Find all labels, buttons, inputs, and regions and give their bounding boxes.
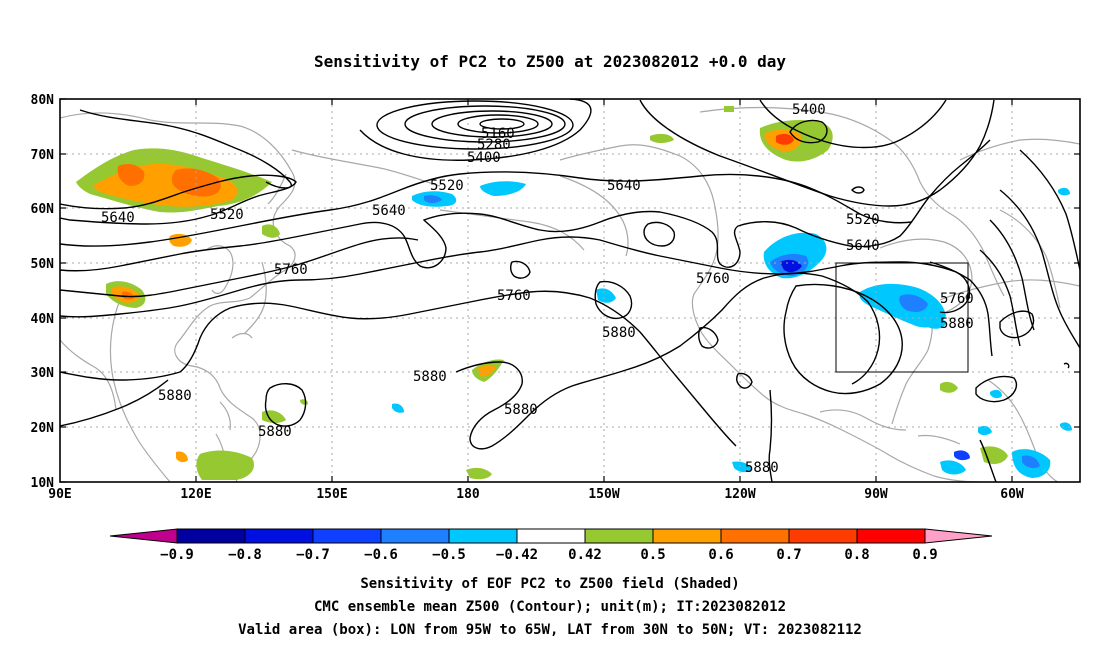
colorbar-label: 0.5 <box>640 547 665 563</box>
lon-tick-label: 120E <box>180 487 211 502</box>
caption-line-1: Sensitivity of EOF PC2 to Z500 field (Sh… <box>360 576 739 592</box>
lon-tick-label: 120W <box>724 487 755 502</box>
colorbar: −0.9 −0.8 −0.7 −0.6 −0.5 −0.42 0.42 0.5 0.6 0.7 0.… <box>109 528 993 563</box>
valid-area-box <box>835 262 969 373</box>
contour-label: 5880 <box>158 388 192 404</box>
lon-tick-label: 90W <box>864 487 888 502</box>
axis-ticks <box>60 98 1080 483</box>
contour-label: 5520 <box>210 207 244 223</box>
contour-label: 5400 <box>467 150 501 166</box>
colorbar-label: −0.7 <box>296 547 330 563</box>
contour-label: 5400 <box>792 102 826 118</box>
negative-sensitivity-shading <box>392 181 1072 478</box>
contour-label: 5520 <box>846 212 880 228</box>
graticule <box>60 99 1080 482</box>
lat-tick-label: 10N <box>31 476 55 491</box>
colorbar-swatch <box>448 528 518 544</box>
colorbar-label: 0.6 <box>708 547 733 563</box>
colorbar-swatch <box>109 528 178 544</box>
contour-label: 5880 <box>258 424 292 440</box>
colorbar-swatch <box>380 528 450 544</box>
contour-label: 5640 <box>846 238 880 254</box>
contour-label: 5760 <box>696 271 730 287</box>
colorbar-label: 0.42 <box>568 547 602 563</box>
colorbar-label: 0.7 <box>776 547 801 563</box>
map-frame <box>59 98 1081 483</box>
colorbar-label: −0.8 <box>228 547 262 563</box>
contour-label: 5880 <box>504 402 538 418</box>
contour-label: 5520 <box>430 178 464 194</box>
contour-label: 5760 <box>497 288 531 304</box>
figure-title: Sensitivity of PC2 to Z500 at 2023082012… <box>314 52 786 71</box>
lat-tick-label: 70N <box>31 148 55 163</box>
contour-label: 5280 <box>477 137 511 153</box>
colorbar-swatch <box>584 528 654 544</box>
lat-tick-label: 30N <box>31 366 55 381</box>
colorbar-label: 0.9 <box>912 547 937 563</box>
contour-label: 5160 <box>481 126 515 142</box>
colorbar-label: −0.9 <box>160 547 194 563</box>
colorbar-swatch <box>652 528 722 544</box>
colorbar-swatch <box>244 528 314 544</box>
colorbar-swatch <box>312 528 382 544</box>
colorbar-swatch <box>924 528 993 544</box>
lon-tick-label: 60W <box>1000 487 1024 502</box>
lat-tick-label: 40N <box>31 312 55 327</box>
colorbar-label: −0.42 <box>496 547 538 563</box>
colorbar-swatch <box>856 528 926 544</box>
contour-label: 5640 <box>101 210 135 226</box>
latitude-labels: 80N 70N 60N 50N 40N 30N 20N 10N <box>31 93 55 491</box>
colorbar-swatch <box>516 528 586 544</box>
contour-label: 5880 <box>745 460 779 476</box>
longitude-labels: 90E 120E 150E 180 150W 120W 90W 60W <box>48 487 1024 502</box>
colorbar-swatch <box>788 528 858 544</box>
contour-label: 5760 <box>274 262 308 278</box>
lat-tick-label: 50N <box>31 257 55 272</box>
lon-tick-label: 90E <box>48 487 71 502</box>
contour-label: 5880 <box>602 325 636 341</box>
contour-label: 5640 <box>372 203 406 219</box>
lon-tick-label: 150E <box>316 487 347 502</box>
lon-tick-label: 180 <box>456 487 480 502</box>
colorbar-swatch <box>720 528 790 544</box>
caption-line-3: Valid area (box): LON from 95W to 65W, L… <box>238 622 862 638</box>
lon-tick-label: 150W <box>588 487 619 502</box>
caption-line-2: CMC ensemble mean Z500 (Contour); unit(m… <box>314 599 786 615</box>
colorbar-label: 0.8 <box>844 547 869 563</box>
map-panel: 5160 5280 5400 5400 5520 5520 5520 5640 … <box>31 93 1081 502</box>
colorbar-swatch <box>176 528 246 544</box>
z500-contours <box>60 99 1080 482</box>
contour-labels: 5160 5280 5400 5400 5520 5520 5520 5640 … <box>101 102 974 476</box>
lat-tick-label: 20N <box>31 421 55 436</box>
positive-sensitivity-shading <box>76 106 1008 480</box>
contour-label: 5760 <box>940 291 974 307</box>
colorbar-labels: −0.9 −0.8 −0.7 −0.6 −0.5 −0.42 0.42 0.5 0.6 0.7 0.… <box>160 547 938 563</box>
colorbar-swatches <box>109 528 993 544</box>
lat-tick-label: 60N <box>31 202 55 217</box>
colorbar-label: −0.5 <box>432 547 466 563</box>
contour-label: 5640 <box>607 178 641 194</box>
contour-label: 5880 <box>413 369 447 385</box>
caption: Sensitivity of EOF PC2 to Z500 field (Sh… <box>238 576 862 638</box>
contour-label: 5880 <box>940 316 974 332</box>
lat-tick-label: 80N <box>31 93 55 108</box>
colorbar-label: −0.6 <box>364 547 398 563</box>
